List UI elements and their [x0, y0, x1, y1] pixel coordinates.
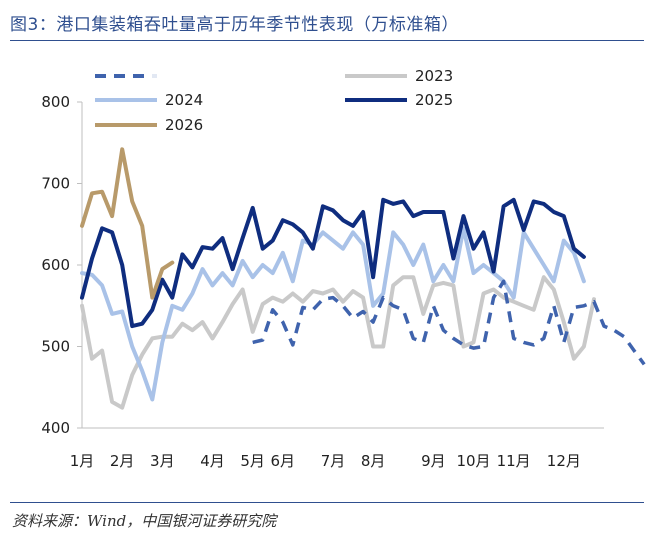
x-tick-label: 1月 [70, 452, 95, 470]
legend-label-2026: 2026 [165, 116, 203, 134]
y-tick-label: 500 [41, 338, 70, 356]
series-line-2024 [80, 226, 586, 402]
y-tick-label: 400 [41, 419, 70, 437]
legend-label-2025: 2025 [415, 91, 453, 109]
series-line-2023 [80, 275, 596, 410]
series-layer [80, 147, 646, 410]
title-rule [10, 40, 644, 41]
y-tick-label: 800 [41, 93, 70, 111]
x-tick-label: 9月 [421, 452, 446, 470]
axes: 400 500 600 700 800 1月 2月 3月 4月 5月 6月 7月 8月 9月 10月 11月 1… [41, 93, 604, 470]
x-tick-label: 11月 [497, 452, 531, 470]
chart-title: 图3：港口集装箱吞吐量高于历年季节性表现（万标准箱） [10, 15, 459, 35]
x-tick-label: 6月 [270, 452, 295, 470]
x-tick-label: 10月 [456, 452, 490, 470]
x-tick-label: 2月 [110, 452, 135, 470]
series-line-2026 [80, 147, 175, 300]
legend-label-2023: 2023 [415, 67, 453, 85]
x-tick-label: 12月 [547, 452, 581, 470]
x-tick-label: 3月 [150, 452, 175, 470]
legend-label-2024: 2024 [165, 91, 203, 109]
x-tick-label: 7月 [321, 452, 346, 470]
series-line-2025 [80, 197, 586, 329]
source-note: 资料来源：Wind，中国银河证券研究院 [12, 512, 277, 530]
y-tick-label: 700 [41, 175, 70, 193]
legend: 2023 2024 2025 2026 [95, 67, 453, 134]
x-tick-label: 8月 [361, 452, 386, 470]
source-rule [10, 502, 644, 503]
y-tick-label: 600 [41, 256, 70, 274]
series-line-unlabeled [252, 279, 646, 366]
x-tick-label: 5月 [240, 452, 265, 470]
x-tick-label: 4月 [200, 452, 225, 470]
legend-watermark [150, 60, 210, 90]
